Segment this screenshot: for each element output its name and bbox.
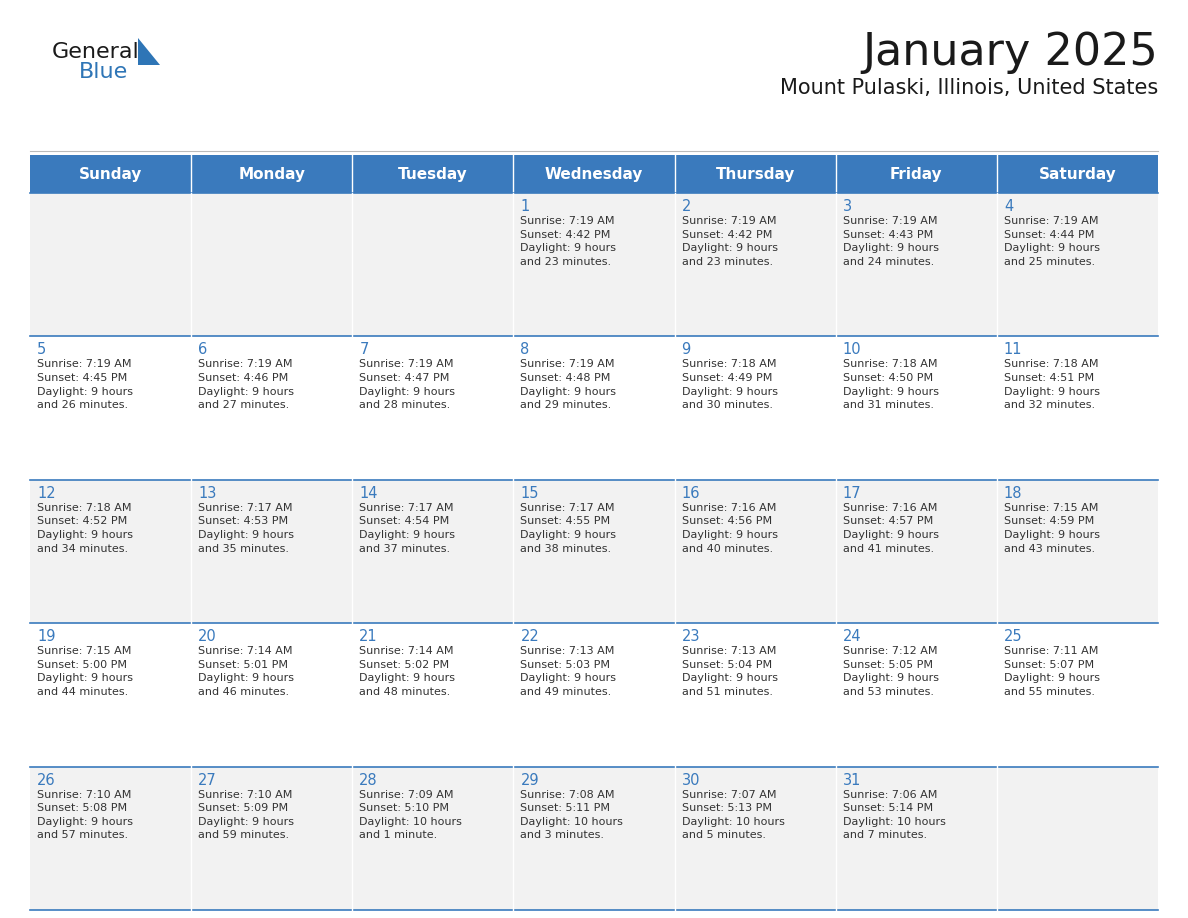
- Text: 17: 17: [842, 486, 861, 501]
- Text: Mount Pulaski, Illinois, United States: Mount Pulaski, Illinois, United States: [779, 78, 1158, 98]
- Text: Sunrise: 7:19 AM
Sunset: 4:48 PM
Daylight: 9 hours
and 29 minutes.: Sunrise: 7:19 AM Sunset: 4:48 PM Dayligh…: [520, 360, 617, 410]
- Text: 7: 7: [359, 342, 368, 357]
- Text: Saturday: Saturday: [1038, 166, 1117, 182]
- Text: Sunrise: 7:11 AM
Sunset: 5:07 PM
Daylight: 9 hours
and 55 minutes.: Sunrise: 7:11 AM Sunset: 5:07 PM Dayligh…: [1004, 646, 1100, 697]
- Bar: [835, 155, 997, 193]
- Text: Tuesday: Tuesday: [398, 166, 468, 182]
- Text: 12: 12: [37, 486, 56, 501]
- Bar: [30, 155, 191, 193]
- Text: 27: 27: [198, 773, 217, 788]
- Text: 14: 14: [359, 486, 378, 501]
- Text: Sunrise: 7:12 AM
Sunset: 5:05 PM
Daylight: 9 hours
and 53 minutes.: Sunrise: 7:12 AM Sunset: 5:05 PM Dayligh…: [842, 646, 939, 697]
- Text: January 2025: January 2025: [862, 30, 1158, 73]
- Text: Monday: Monday: [239, 166, 305, 182]
- Bar: [997, 155, 1158, 193]
- Text: Sunrise: 7:15 AM
Sunset: 4:59 PM
Daylight: 9 hours
and 43 minutes.: Sunrise: 7:15 AM Sunset: 4:59 PM Dayligh…: [1004, 503, 1100, 554]
- Text: Sunrise: 7:14 AM
Sunset: 5:02 PM
Daylight: 9 hours
and 48 minutes.: Sunrise: 7:14 AM Sunset: 5:02 PM Dayligh…: [359, 646, 455, 697]
- Text: 1: 1: [520, 199, 530, 214]
- Text: 18: 18: [1004, 486, 1023, 501]
- Text: 2: 2: [682, 199, 691, 214]
- Text: Sunrise: 7:10 AM
Sunset: 5:08 PM
Daylight: 9 hours
and 57 minutes.: Sunrise: 7:10 AM Sunset: 5:08 PM Dayligh…: [37, 789, 133, 840]
- Text: Sunrise: 7:16 AM
Sunset: 4:56 PM
Daylight: 9 hours
and 40 minutes.: Sunrise: 7:16 AM Sunset: 4:56 PM Dayligh…: [682, 503, 778, 554]
- Polygon shape: [138, 38, 160, 65]
- Text: Sunrise: 7:19 AM
Sunset: 4:44 PM
Daylight: 9 hours
and 25 minutes.: Sunrise: 7:19 AM Sunset: 4:44 PM Dayligh…: [1004, 216, 1100, 267]
- Text: Sunrise: 7:15 AM
Sunset: 5:00 PM
Daylight: 9 hours
and 44 minutes.: Sunrise: 7:15 AM Sunset: 5:00 PM Dayligh…: [37, 646, 133, 697]
- Text: 13: 13: [198, 486, 216, 501]
- Text: 19: 19: [37, 629, 56, 644]
- Text: 6: 6: [198, 342, 208, 357]
- Text: Sunday: Sunday: [78, 166, 143, 182]
- Bar: [675, 155, 835, 193]
- Text: Sunrise: 7:10 AM
Sunset: 5:09 PM
Daylight: 9 hours
and 59 minutes.: Sunrise: 7:10 AM Sunset: 5:09 PM Dayligh…: [198, 789, 295, 840]
- Text: 4: 4: [1004, 199, 1013, 214]
- Text: 9: 9: [682, 342, 690, 357]
- Text: Sunrise: 7:16 AM
Sunset: 4:57 PM
Daylight: 9 hours
and 41 minutes.: Sunrise: 7:16 AM Sunset: 4:57 PM Dayligh…: [842, 503, 939, 554]
- Text: Blue: Blue: [78, 62, 128, 82]
- Bar: [353, 155, 513, 193]
- Bar: [513, 155, 675, 193]
- Text: 8: 8: [520, 342, 530, 357]
- Text: General: General: [52, 42, 140, 62]
- Text: Sunrise: 7:08 AM
Sunset: 5:11 PM
Daylight: 10 hours
and 3 minutes.: Sunrise: 7:08 AM Sunset: 5:11 PM Dayligh…: [520, 789, 624, 840]
- Text: Sunrise: 7:19 AM
Sunset: 4:42 PM
Daylight: 9 hours
and 23 minutes.: Sunrise: 7:19 AM Sunset: 4:42 PM Dayligh…: [682, 216, 778, 267]
- Text: 21: 21: [359, 629, 378, 644]
- Text: Sunrise: 7:19 AM
Sunset: 4:46 PM
Daylight: 9 hours
and 27 minutes.: Sunrise: 7:19 AM Sunset: 4:46 PM Dayligh…: [198, 360, 295, 410]
- Text: 22: 22: [520, 629, 539, 644]
- Text: Wednesday: Wednesday: [545, 166, 643, 182]
- Text: 23: 23: [682, 629, 700, 644]
- Text: 28: 28: [359, 773, 378, 788]
- Text: Sunrise: 7:19 AM
Sunset: 4:47 PM
Daylight: 9 hours
and 28 minutes.: Sunrise: 7:19 AM Sunset: 4:47 PM Dayligh…: [359, 360, 455, 410]
- Text: 26: 26: [37, 773, 56, 788]
- Bar: [30, 480, 1158, 623]
- Text: 20: 20: [198, 629, 217, 644]
- Text: 25: 25: [1004, 629, 1023, 644]
- Text: Sunrise: 7:13 AM
Sunset: 5:03 PM
Daylight: 9 hours
and 49 minutes.: Sunrise: 7:13 AM Sunset: 5:03 PM Dayligh…: [520, 646, 617, 697]
- Text: Sunrise: 7:18 AM
Sunset: 4:52 PM
Daylight: 9 hours
and 34 minutes.: Sunrise: 7:18 AM Sunset: 4:52 PM Dayligh…: [37, 503, 133, 554]
- Bar: [30, 767, 1158, 910]
- Text: Sunrise: 7:07 AM
Sunset: 5:13 PM
Daylight: 10 hours
and 5 minutes.: Sunrise: 7:07 AM Sunset: 5:13 PM Dayligh…: [682, 789, 784, 840]
- Text: Sunrise: 7:13 AM
Sunset: 5:04 PM
Daylight: 9 hours
and 51 minutes.: Sunrise: 7:13 AM Sunset: 5:04 PM Dayligh…: [682, 646, 778, 697]
- Text: 16: 16: [682, 486, 700, 501]
- Text: Friday: Friday: [890, 166, 942, 182]
- Text: Sunrise: 7:17 AM
Sunset: 4:53 PM
Daylight: 9 hours
and 35 minutes.: Sunrise: 7:17 AM Sunset: 4:53 PM Dayligh…: [198, 503, 295, 554]
- Text: Sunrise: 7:18 AM
Sunset: 4:51 PM
Daylight: 9 hours
and 32 minutes.: Sunrise: 7:18 AM Sunset: 4:51 PM Dayligh…: [1004, 360, 1100, 410]
- Text: Sunrise: 7:14 AM
Sunset: 5:01 PM
Daylight: 9 hours
and 46 minutes.: Sunrise: 7:14 AM Sunset: 5:01 PM Dayligh…: [198, 646, 295, 697]
- Text: 15: 15: [520, 486, 539, 501]
- Text: 5: 5: [37, 342, 46, 357]
- Text: Sunrise: 7:17 AM
Sunset: 4:54 PM
Daylight: 9 hours
and 37 minutes.: Sunrise: 7:17 AM Sunset: 4:54 PM Dayligh…: [359, 503, 455, 554]
- Text: 10: 10: [842, 342, 861, 357]
- Text: 3: 3: [842, 199, 852, 214]
- Text: Sunrise: 7:18 AM
Sunset: 4:49 PM
Daylight: 9 hours
and 30 minutes.: Sunrise: 7:18 AM Sunset: 4:49 PM Dayligh…: [682, 360, 778, 410]
- Bar: [30, 623, 1158, 767]
- Text: Thursday: Thursday: [715, 166, 795, 182]
- Text: 31: 31: [842, 773, 861, 788]
- Text: 30: 30: [682, 773, 700, 788]
- Text: Sunrise: 7:19 AM
Sunset: 4:45 PM
Daylight: 9 hours
and 26 minutes.: Sunrise: 7:19 AM Sunset: 4:45 PM Dayligh…: [37, 360, 133, 410]
- Text: Sunrise: 7:19 AM
Sunset: 4:42 PM
Daylight: 9 hours
and 23 minutes.: Sunrise: 7:19 AM Sunset: 4:42 PM Dayligh…: [520, 216, 617, 267]
- Text: Sunrise: 7:06 AM
Sunset: 5:14 PM
Daylight: 10 hours
and 7 minutes.: Sunrise: 7:06 AM Sunset: 5:14 PM Dayligh…: [842, 789, 946, 840]
- Bar: [30, 336, 1158, 480]
- Text: Sunrise: 7:18 AM
Sunset: 4:50 PM
Daylight: 9 hours
and 31 minutes.: Sunrise: 7:18 AM Sunset: 4:50 PM Dayligh…: [842, 360, 939, 410]
- Bar: [191, 155, 353, 193]
- Text: 24: 24: [842, 629, 861, 644]
- Text: 11: 11: [1004, 342, 1023, 357]
- Text: Sunrise: 7:17 AM
Sunset: 4:55 PM
Daylight: 9 hours
and 38 minutes.: Sunrise: 7:17 AM Sunset: 4:55 PM Dayligh…: [520, 503, 617, 554]
- Text: Sunrise: 7:19 AM
Sunset: 4:43 PM
Daylight: 9 hours
and 24 minutes.: Sunrise: 7:19 AM Sunset: 4:43 PM Dayligh…: [842, 216, 939, 267]
- Text: Sunrise: 7:09 AM
Sunset: 5:10 PM
Daylight: 10 hours
and 1 minute.: Sunrise: 7:09 AM Sunset: 5:10 PM Dayligh…: [359, 789, 462, 840]
- Text: 29: 29: [520, 773, 539, 788]
- Bar: [30, 193, 1158, 336]
